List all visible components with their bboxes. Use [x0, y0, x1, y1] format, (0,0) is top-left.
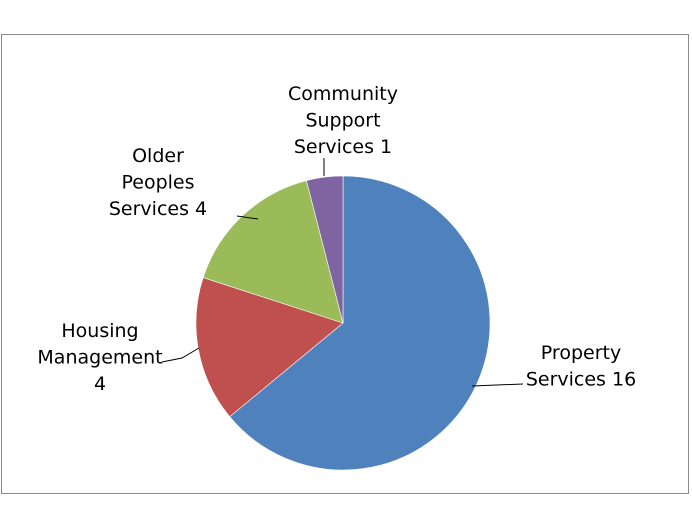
data-label-line: 4 — [94, 373, 106, 395]
pie-slices — [195, 175, 491, 471]
data-label-older-peoples-services: Older Peoples Services 4 — [109, 145, 207, 220]
data-label-line: Support — [305, 110, 380, 132]
leader-line-housing-management — [161, 347, 200, 363]
leader-lines — [161, 158, 524, 387]
data-label-line: Services 1 — [294, 136, 392, 158]
data-label-line: Services 4 — [109, 198, 207, 220]
data-label-line: Community — [288, 83, 398, 105]
data-label-line: Services 16 — [526, 369, 636, 391]
data-label-line: Housing — [61, 320, 138, 342]
data-label-line: Peoples — [121, 172, 194, 194]
leader-line-property-services — [471, 383, 524, 387]
data-label-line: Older — [132, 145, 184, 167]
data-labels: Property Services 16 Housing Management 4 Old… — [37, 83, 636, 395]
data-label-property-services: Property Services 16 — [526, 342, 636, 391]
data-label-community-support-services: Community Support Services 1 — [288, 83, 398, 158]
data-label-line: Property — [541, 342, 621, 364]
pie-slice-housing-management — [195, 277, 344, 418]
leader-line-older-peoples-services — [236, 215, 259, 220]
pie-slice-community-support-services — [306, 175, 344, 324]
data-label-line: Management — [37, 347, 162, 369]
pie-slice-older-peoples-services — [202, 180, 344, 324]
data-label-housing-management: Housing Management 4 — [37, 320, 162, 395]
